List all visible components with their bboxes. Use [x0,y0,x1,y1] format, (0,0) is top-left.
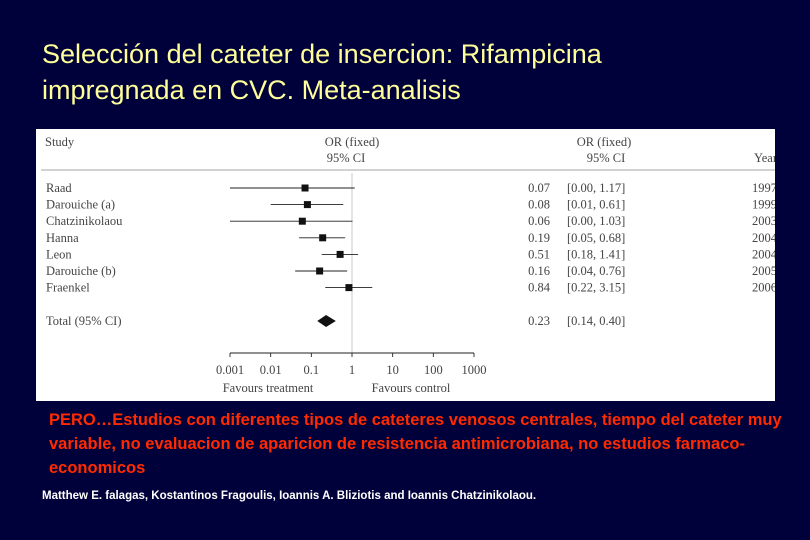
total-label: Total (95% CI) [46,314,122,328]
tick-label: 0.001 [216,363,244,377]
year-value: 2006 [752,281,775,295]
study-row: Darouiche (b) 0.16 [0.04, 0.76] 2005 [46,264,775,278]
ci-value: [0.22, 3.15] [567,281,625,295]
tick-label: 0.1 [304,363,320,377]
study-name: Leon [46,247,72,261]
forest-plot-figure: Study OR (fixed) 95% CI OR (fixed) 95% C… [36,129,775,401]
x-axis: 0.001 0.01 0.1 1 10 100 1000 [216,352,487,377]
or-point [316,267,324,275]
ci-value: [0.00, 1.17] [567,181,625,195]
tick-label: 1 [349,363,355,377]
tick-label: 1000 [462,363,487,377]
total-row: Total (95% CI) 0.23 [0.14, 0.40] [46,314,625,328]
or-value: 0.06 [528,214,550,228]
pooled-diamond [317,315,336,327]
study-rows: Raad 0.07 [0.00, 1.17] 1997 Darouiche (a) 0.0… [46,173,775,353]
or-value: 0.08 [528,198,550,212]
study-name: Fraenkel [46,281,90,295]
caveat-note: PERO…Estudios con diferentes tipos de ca… [49,411,782,477]
citation: Matthew E. falagas, Kostantinos Fragouli… [42,490,537,502]
total-ci-value: [0.14, 0.40] [567,314,625,328]
or-point [301,184,309,192]
total-or-value: 0.23 [528,314,550,328]
table-or-header: OR (fixed) [577,135,632,149]
plot-ci-header: 95% CI [327,151,366,165]
slide-title-line-1: Selección del cateter de insercion: Rifa… [42,39,602,69]
study-name: Chatzinikolaou [46,214,123,228]
year-value: 2004 [752,231,775,245]
ci-value: [0.00, 1.03] [567,214,625,228]
year-header: Year [754,151,775,165]
favours-treatment-label: Favours treatment [223,381,314,395]
or-value: 0.51 [528,247,550,261]
study-name: Darouiche (b) [46,264,116,278]
or-value: 0.19 [528,231,550,245]
tick-label: 10 [386,363,399,377]
or-point [298,217,306,225]
study-row: Hanna 0.19 [0.05, 0.68] 2004 [46,231,775,245]
study-name: Raad [46,181,72,195]
study-name: Darouiche (a) [46,198,115,212]
year-value: 2003 [752,214,775,228]
year-value: 1999 [752,198,775,212]
study-row: Darouiche (a) 0.08 [0.01, 0.61] 1999 [46,198,775,212]
or-point [303,201,311,209]
favours-control-label: Favours control [372,381,451,395]
or-point [336,250,344,258]
or-value: 0.07 [528,181,550,195]
slide-title-line-2: impregnada en CVC. Meta-analisis [42,75,461,105]
study-name: Hanna [46,231,79,245]
plot-header: OR (fixed) [325,135,380,149]
forest-plot: Study OR (fixed) 95% CI OR (fixed) 95% C… [41,135,775,395]
ci-value: [0.18, 1.41] [567,247,625,261]
ci-value: [0.04, 0.76] [567,264,625,278]
or-point [345,284,353,292]
or-point [319,234,327,242]
year-value: 1997 [752,181,775,195]
or-value: 0.84 [528,281,551,295]
tick-label: 0.01 [260,363,282,377]
year-value: 2005 [752,264,775,278]
study-row: Leon 0.51 [0.18, 1.41] 2004 [46,247,775,261]
study-row: Raad 0.07 [0.00, 1.17] 1997 [46,181,775,195]
table-ci-header: 95% CI [587,151,626,165]
ci-value: [0.01, 0.61] [567,198,625,212]
or-value: 0.16 [528,264,550,278]
study-header: Study [45,135,75,149]
study-row: Chatzinikolaou 0.06 [0.00, 1.03] 2003 [46,214,775,228]
slide-title: Selección del cateter de insercion: Rifa… [42,36,782,108]
ci-value: [0.05, 0.68] [567,231,625,245]
tick-label: 100 [424,363,443,377]
year-value: 2004 [752,247,775,261]
study-row: Fraenkel 0.84 [0.22, 3.15] 2006 [46,281,775,295]
